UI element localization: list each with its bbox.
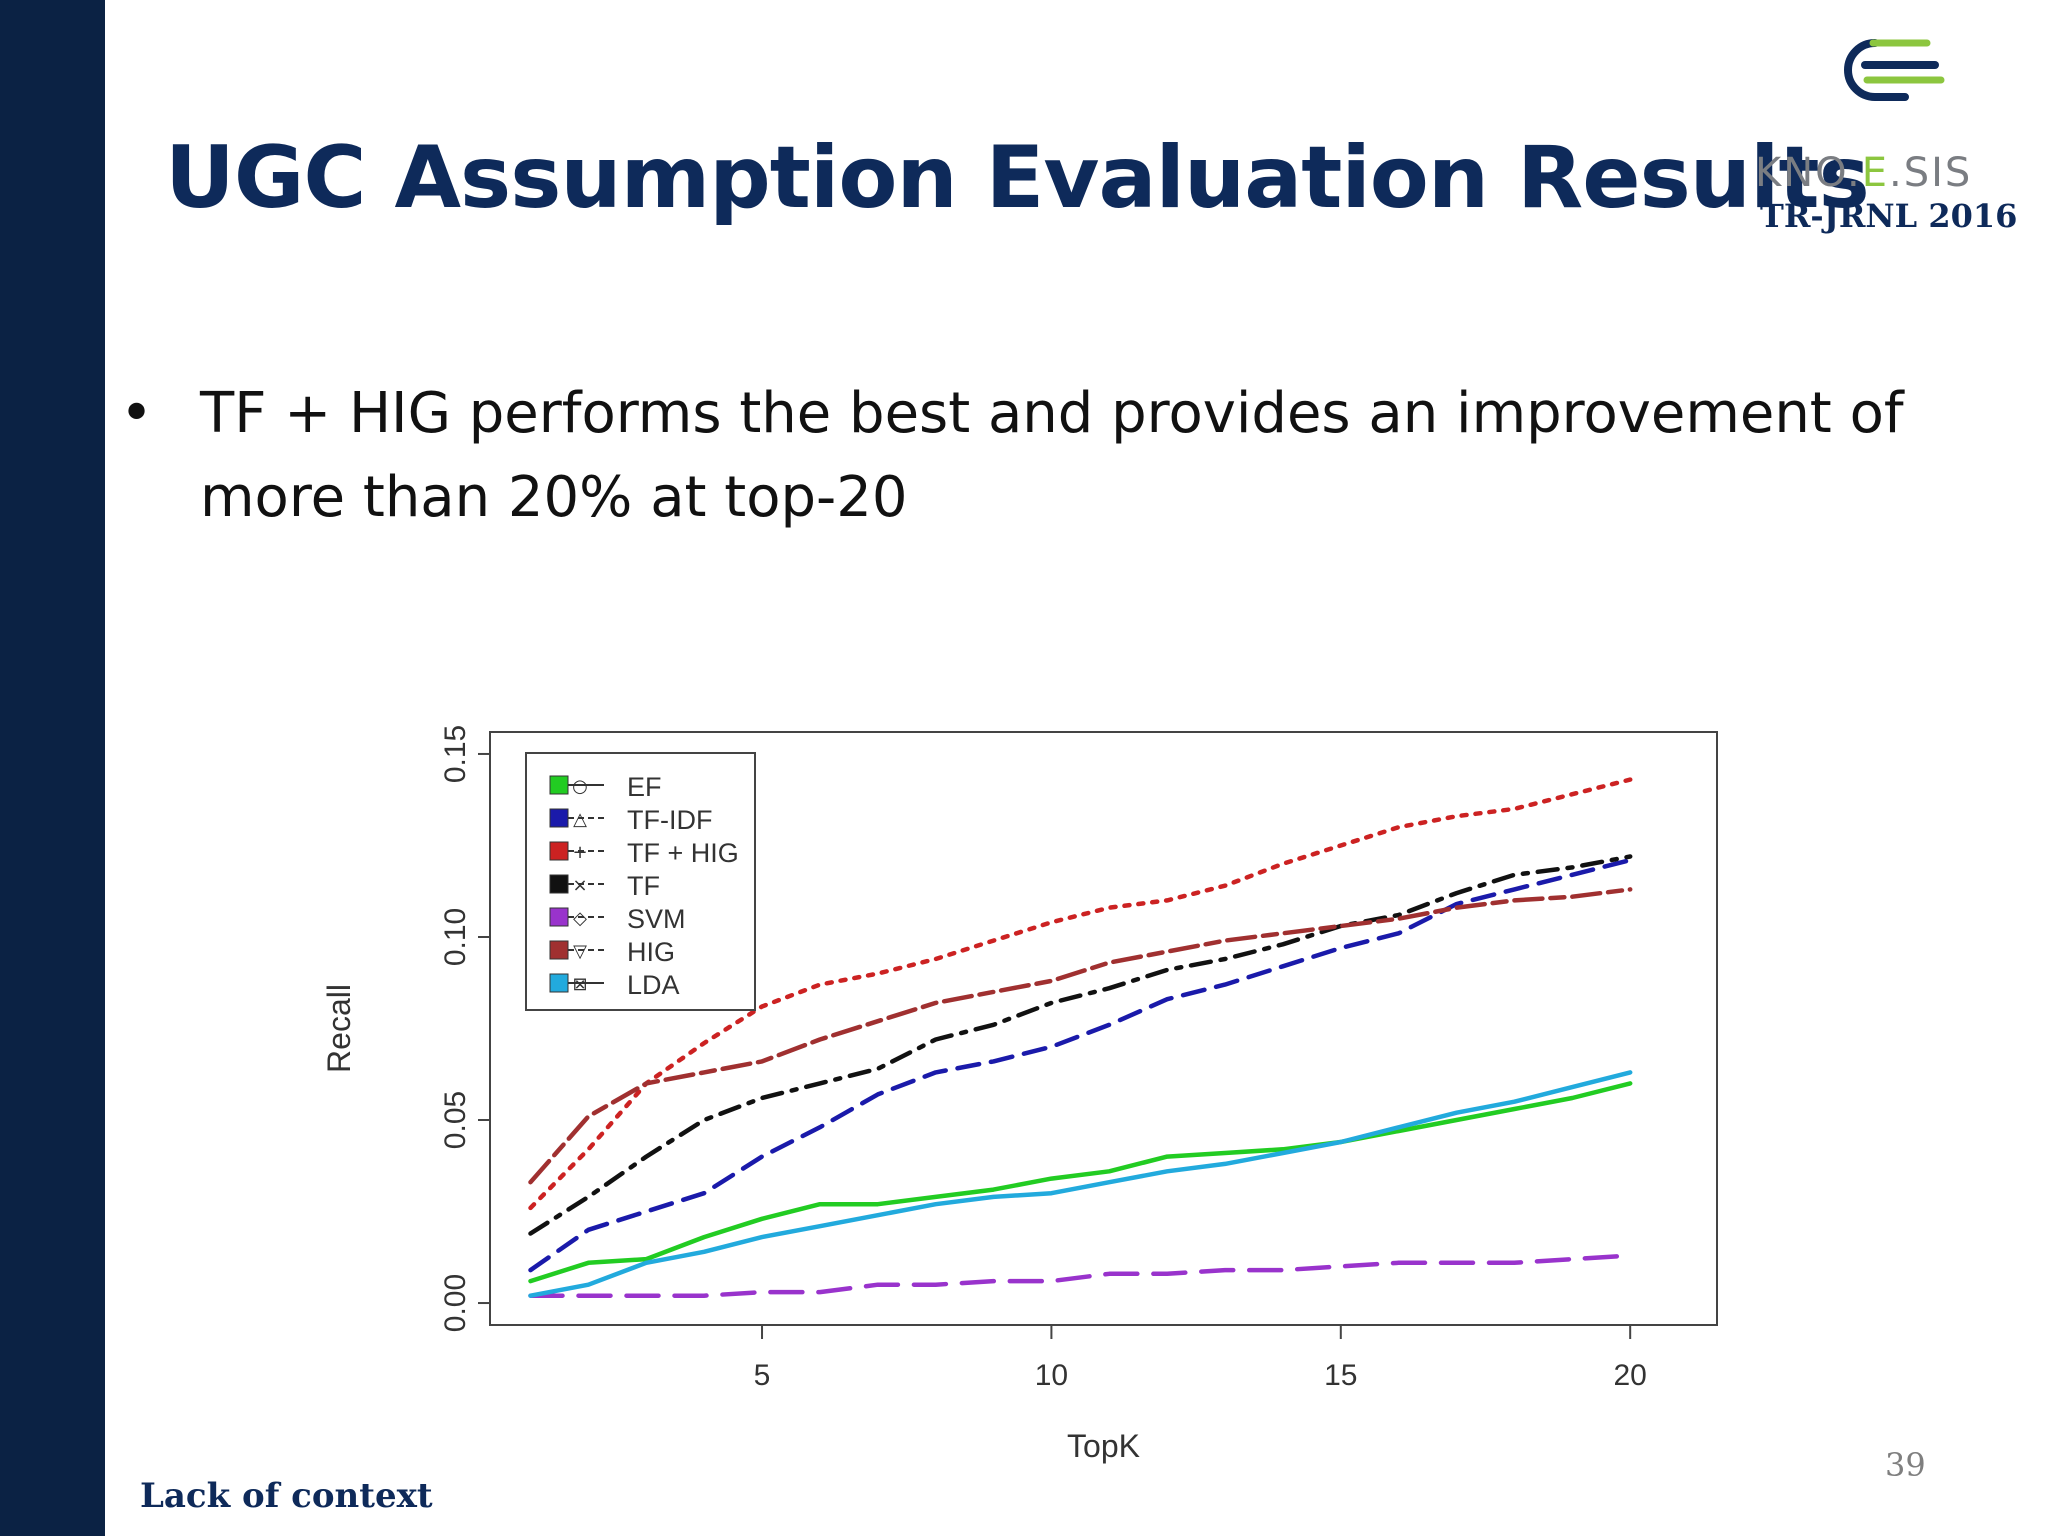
legend-symbol-tf: × xyxy=(572,875,587,896)
wordmark-part-3: .SIS xyxy=(1889,150,1973,196)
bullet-text: TF + HIG performs the best and provides … xyxy=(200,381,1904,530)
legend-symbol-hig: ▽ xyxy=(573,941,587,962)
legend-label-tf-idf: TF-IDF xyxy=(627,805,712,835)
legend-label-tf-hig: TF + HIG xyxy=(627,838,739,868)
knoesis-logo-icon xyxy=(1844,39,1945,101)
legend-swatch-hig xyxy=(549,940,569,960)
series-line-tf-hig xyxy=(528,777,1633,1211)
legend-swatch-tf xyxy=(549,874,569,894)
footer-text: Lack of context xyxy=(140,1476,433,1516)
y-axis-label: Recall xyxy=(321,984,357,1073)
series-line-svm xyxy=(528,1253,1633,1298)
series-line-ef xyxy=(528,1081,1633,1284)
legend-label-lda: LDA xyxy=(627,970,680,1000)
wordmark-part-2: E xyxy=(1861,150,1890,196)
legend-symbol-ef: ○ xyxy=(572,776,588,797)
page-number: 39 xyxy=(1885,1446,1926,1484)
x-axis-label: TopK xyxy=(1067,1428,1140,1464)
wordmark-part-1: KNO. xyxy=(1755,150,1862,196)
series-line-tf xyxy=(528,854,1633,1236)
legend-swatch-ef xyxy=(549,775,569,795)
legend-symbol-svm: ◇ xyxy=(573,908,587,929)
recall-line-chart: 0.00 0.05 0.10 0.15 5 10 15 20 TopK Recall ○ EF △ TF-… xyxy=(321,725,1718,1464)
legend-swatch-lda xyxy=(549,973,569,993)
y-tick-label: 0.00 xyxy=(439,1274,472,1332)
legend-label-hig: HIG xyxy=(627,937,675,967)
legend-swatch-tf-idf xyxy=(549,808,569,828)
logo-subtitle: TR-JRNL 2016 xyxy=(1760,197,2018,235)
legend-symbol-tf-hig: + xyxy=(572,842,587,863)
legend-symbol-tf-idf: △ xyxy=(573,809,587,830)
legend-swatch-tf-hig xyxy=(549,841,569,861)
y-tick-label: 0.05 xyxy=(439,1091,472,1149)
x-tick-label: 15 xyxy=(1324,1359,1357,1392)
x-tick-label: 20 xyxy=(1613,1359,1646,1392)
series-line-hig xyxy=(528,887,1633,1185)
x-tick-label: 5 xyxy=(754,1359,771,1392)
slide-title: UGC Assumption Evaluation Results xyxy=(165,128,1870,228)
legend-symbol-lda: ⊠ xyxy=(572,974,587,995)
series-line-lda xyxy=(528,1070,1633,1298)
legend-label-svm: SVM xyxy=(627,904,686,934)
legend-swatch-svm xyxy=(549,907,569,927)
legend-label-ef: EF xyxy=(627,772,662,802)
y-tick-label: 0.15 xyxy=(439,725,472,783)
bullet-symbol: • xyxy=(120,381,154,446)
knoesis-wordmark: KNO.E.SIS xyxy=(1755,150,1972,196)
legend-label-tf: TF xyxy=(627,871,660,901)
knoesis-logo: KNO.E.SIS TR-JRNL 2016 xyxy=(1740,35,2030,245)
y-tick-label: 0.10 xyxy=(439,908,472,966)
x-tick-label: 10 xyxy=(1035,1359,1068,1392)
left-accent-bar xyxy=(0,0,105,1536)
